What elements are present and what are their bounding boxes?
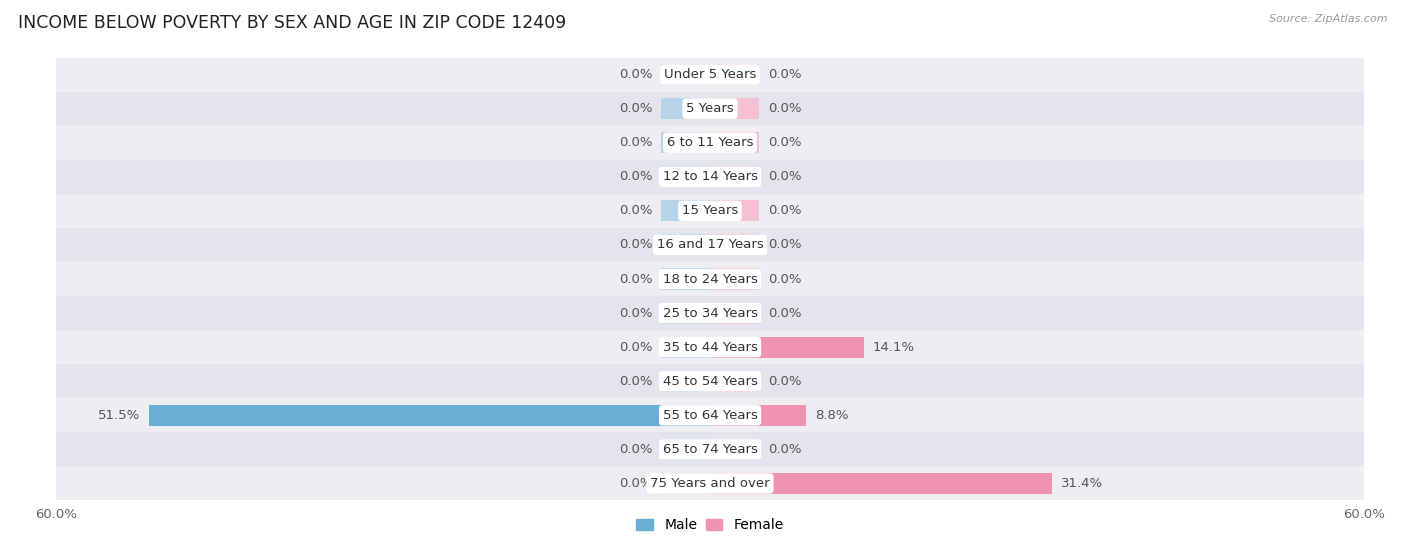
Text: 75 Years and over: 75 Years and over xyxy=(650,477,770,490)
Bar xyxy=(56,57,1364,92)
Bar xyxy=(661,439,710,460)
Text: 0.0%: 0.0% xyxy=(768,272,801,286)
Bar xyxy=(56,432,1364,466)
Bar xyxy=(661,200,710,222)
Text: 18 to 24 Years: 18 to 24 Years xyxy=(662,272,758,286)
Bar xyxy=(56,160,1364,194)
Bar xyxy=(56,126,1364,160)
Text: 0.0%: 0.0% xyxy=(768,443,801,456)
Text: 0.0%: 0.0% xyxy=(619,136,652,149)
Text: 0.0%: 0.0% xyxy=(768,68,801,81)
Text: 0.0%: 0.0% xyxy=(619,68,652,81)
Bar xyxy=(56,296,1364,330)
Bar xyxy=(661,336,710,358)
Bar xyxy=(710,268,759,290)
Bar xyxy=(710,234,759,256)
Text: 0.0%: 0.0% xyxy=(768,170,801,183)
Bar xyxy=(710,166,759,187)
Text: 0.0%: 0.0% xyxy=(619,340,652,354)
Text: 0.0%: 0.0% xyxy=(619,204,652,218)
Bar xyxy=(661,132,710,153)
Bar xyxy=(56,466,1364,501)
Text: 14.1%: 14.1% xyxy=(872,340,914,354)
Bar xyxy=(710,200,759,222)
Text: Under 5 Years: Under 5 Years xyxy=(664,68,756,81)
Bar xyxy=(710,336,863,358)
Bar xyxy=(710,473,1052,494)
Text: 55 to 64 Years: 55 to 64 Years xyxy=(662,409,758,422)
Bar xyxy=(56,228,1364,262)
Text: 0.0%: 0.0% xyxy=(768,204,801,218)
Text: INCOME BELOW POVERTY BY SEX AND AGE IN ZIP CODE 12409: INCOME BELOW POVERTY BY SEX AND AGE IN Z… xyxy=(18,14,567,32)
Text: 0.0%: 0.0% xyxy=(768,306,801,320)
Bar xyxy=(661,64,710,85)
Text: 0.0%: 0.0% xyxy=(768,136,801,149)
Bar xyxy=(661,98,710,119)
Bar xyxy=(149,405,710,426)
Text: 0.0%: 0.0% xyxy=(619,477,652,490)
Bar xyxy=(56,262,1364,296)
Text: 35 to 44 Years: 35 to 44 Years xyxy=(662,340,758,354)
Text: 0.0%: 0.0% xyxy=(619,238,652,252)
Bar xyxy=(710,132,759,153)
Bar xyxy=(710,371,759,392)
Text: 12 to 14 Years: 12 to 14 Years xyxy=(662,170,758,183)
Text: 6 to 11 Years: 6 to 11 Years xyxy=(666,136,754,149)
Text: 0.0%: 0.0% xyxy=(768,238,801,252)
Text: 0.0%: 0.0% xyxy=(619,102,652,115)
Text: 8.8%: 8.8% xyxy=(814,409,848,422)
Bar xyxy=(661,473,710,494)
Text: 45 to 54 Years: 45 to 54 Years xyxy=(662,375,758,388)
Bar xyxy=(661,234,710,256)
Bar xyxy=(56,330,1364,364)
Bar xyxy=(710,64,759,85)
Bar xyxy=(56,398,1364,432)
Text: Source: ZipAtlas.com: Source: ZipAtlas.com xyxy=(1270,14,1388,24)
Text: 5 Years: 5 Years xyxy=(686,102,734,115)
Text: 0.0%: 0.0% xyxy=(619,375,652,388)
Bar xyxy=(661,371,710,392)
Bar xyxy=(710,98,759,119)
Text: 65 to 74 Years: 65 to 74 Years xyxy=(662,443,758,456)
Text: 0.0%: 0.0% xyxy=(619,443,652,456)
Legend: Male, Female: Male, Female xyxy=(631,513,789,538)
Text: 51.5%: 51.5% xyxy=(98,409,141,422)
Text: 0.0%: 0.0% xyxy=(619,306,652,320)
Text: 0.0%: 0.0% xyxy=(619,170,652,183)
Bar xyxy=(661,302,710,324)
Bar xyxy=(710,302,759,324)
Bar xyxy=(56,194,1364,228)
Bar xyxy=(56,92,1364,126)
Text: 16 and 17 Years: 16 and 17 Years xyxy=(657,238,763,252)
Bar xyxy=(710,439,759,460)
Text: 0.0%: 0.0% xyxy=(619,272,652,286)
Text: 15 Years: 15 Years xyxy=(682,204,738,218)
Bar xyxy=(661,268,710,290)
Text: 0.0%: 0.0% xyxy=(768,375,801,388)
Bar xyxy=(56,364,1364,398)
Text: 0.0%: 0.0% xyxy=(768,102,801,115)
Bar xyxy=(661,166,710,187)
Text: 25 to 34 Years: 25 to 34 Years xyxy=(662,306,758,320)
Text: 31.4%: 31.4% xyxy=(1062,477,1104,490)
Bar xyxy=(710,405,806,426)
